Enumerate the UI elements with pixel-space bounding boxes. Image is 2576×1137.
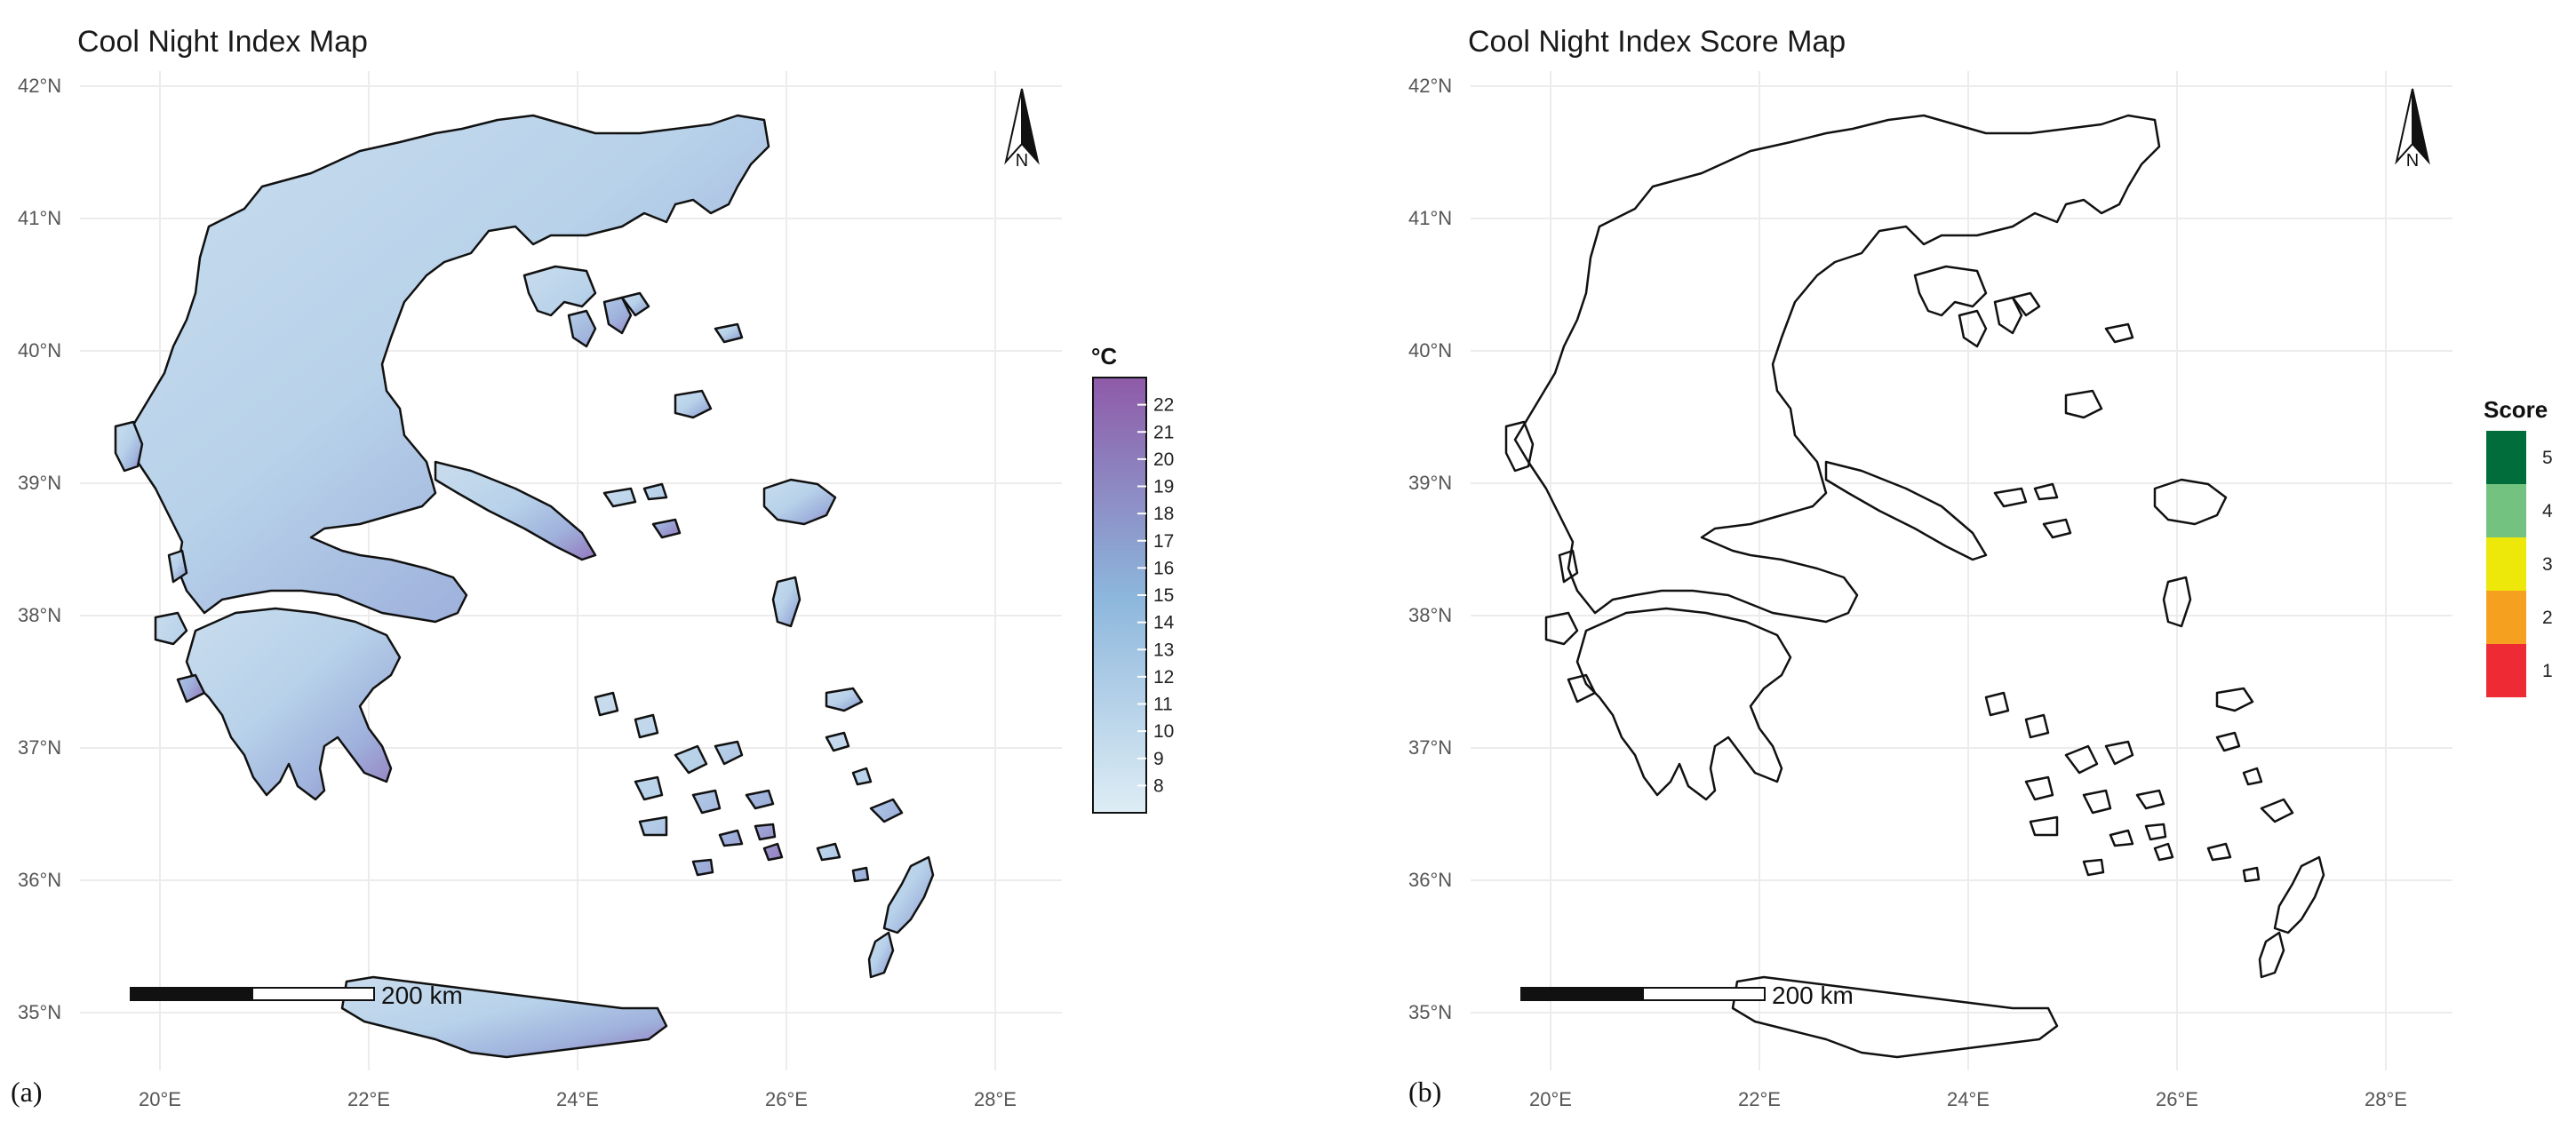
legend-swatch-score-2 — [2486, 591, 2526, 644]
legend-tick-label: 8 — [1153, 775, 1164, 796]
lon-tick: 26°E — [2156, 1088, 2198, 1110]
legend-b-title: Score — [2484, 396, 2548, 423]
legend-swatch-score-5 — [2486, 431, 2526, 484]
north-label: N — [1016, 151, 1028, 171]
scale-bar: 200 km — [1520, 982, 1854, 1009]
lat-tick: 38°N — [18, 604, 61, 626]
lat-tick: 36°N — [18, 869, 61, 891]
lat-tick: 40°N — [1408, 339, 1452, 362]
panel-a-lat-ticks: 42°N 41°N 40°N 39°N 38°N 37°N 36°N 35°N — [18, 75, 61, 1023]
panel-a-lon-ticks: 20°E 22°E 24°E 26°E 28°E — [139, 1088, 1017, 1110]
legend-tick-label: 22 — [1153, 395, 1174, 416]
legend-label-score-4: 4 — [2542, 501, 2553, 521]
lon-tick: 20°E — [139, 1088, 181, 1110]
panel-b-lat-ticks: 42°N 41°N 40°N 39°N 38°N 37°N 36°N 35°N — [1408, 75, 1452, 1023]
scale-bar-label: 200 km — [1772, 982, 1854, 1009]
panel-a-map — [114, 114, 935, 1059]
legend-swatch-score-4 — [2486, 484, 2526, 537]
legend-tick-label: 20 — [1153, 449, 1174, 470]
north-arrow: N — [2395, 88, 2430, 171]
legend-b-items: 5 4 3 2 1 — [2486, 431, 2553, 697]
legend-tick-label: 16 — [1153, 558, 1174, 578]
panel-b-title: Cool Night Index Score Map — [1468, 25, 1846, 59]
legend-label-score-2: 2 — [2542, 608, 2553, 628]
legend-tick-label: 12 — [1153, 667, 1174, 688]
legend-tick-label: 11 — [1153, 695, 1173, 715]
panel-b-lon-ticks: 20°E 22°E 24°E 26°E 28°E — [1529, 1088, 2407, 1110]
lat-tick: 39°N — [1408, 472, 1452, 494]
panel-b-letter: (b) — [1408, 1076, 1441, 1108]
lon-tick: 24°E — [556, 1088, 599, 1110]
panel-a-legend: °C 22 21 20 19 18 17 16 15 14 13 12 11 10 9 8 — [1091, 343, 1175, 814]
lat-tick: 42°N — [1408, 75, 1452, 97]
panel-b: Cool Night Index Score Map 42°N 41°N 40°… — [1408, 25, 2553, 1110]
legend-tick-label: 10 — [1153, 721, 1174, 742]
lon-tick: 22°E — [347, 1088, 390, 1110]
legend-swatch-score-3 — [2486, 537, 2526, 591]
legend-label-score-1: 1 — [2542, 661, 2553, 681]
legend-label-score-3: 3 — [2542, 554, 2553, 575]
lat-tick: 35°N — [18, 1001, 61, 1023]
panel-b-legend: Score 5 4 3 2 1 — [2484, 396, 2553, 697]
lat-tick: 37°N — [18, 736, 61, 759]
panel-b-gridlines — [1471, 71, 2452, 1070]
legend-tick-label: 18 — [1153, 504, 1174, 524]
lon-tick: 28°E — [2365, 1088, 2407, 1110]
legend-tick-label: 15 — [1153, 585, 1174, 606]
legend-tick-label: 19 — [1153, 477, 1174, 497]
scale-bar-label: 200 km — [381, 982, 463, 1009]
legend-tick-label: 21 — [1153, 422, 1174, 442]
panel-b-map — [1504, 114, 2325, 1059]
legend-tick-label: 14 — [1153, 613, 1175, 633]
panel-a-letter: (a) — [11, 1076, 43, 1108]
legend-label-score-5: 5 — [2542, 448, 2553, 468]
lat-tick: 41°N — [18, 207, 61, 229]
legend-tick-label: 9 — [1153, 749, 1164, 769]
lon-tick: 24°E — [1947, 1088, 1990, 1110]
lat-tick: 40°N — [18, 339, 61, 362]
lat-tick: 41°N — [1408, 207, 1452, 229]
lon-tick: 28°E — [974, 1088, 1017, 1110]
panel-a: Cool Night Index Map 42°N 41°N 40°N 39°N… — [11, 25, 1175, 1110]
lat-tick: 35°N — [1408, 1001, 1452, 1023]
legend-a-ticks: 22 21 20 19 18 17 16 15 14 13 12 11 10 9 8 — [1137, 395, 1175, 796]
legend-swatch-score-1 — [2486, 644, 2526, 697]
lon-tick: 22°E — [1738, 1088, 1781, 1110]
lat-tick: 38°N — [1408, 604, 1452, 626]
lat-tick: 36°N — [1408, 869, 1452, 891]
lat-tick: 37°N — [1408, 736, 1452, 759]
legend-tick-label: 17 — [1153, 531, 1174, 552]
panel-a-title: Cool Night Index Map — [77, 25, 368, 59]
legend-a-title: °C — [1091, 343, 1117, 370]
lat-tick: 39°N — [18, 472, 61, 494]
north-arrow: N — [1004, 88, 1040, 171]
lon-tick: 20°E — [1529, 1088, 1572, 1110]
legend-tick-label: 13 — [1153, 640, 1174, 660]
lon-tick: 26°E — [765, 1088, 808, 1110]
scale-bar: 200 km — [130, 982, 463, 1009]
north-label: N — [2406, 151, 2419, 171]
lat-tick: 42°N — [18, 75, 61, 97]
